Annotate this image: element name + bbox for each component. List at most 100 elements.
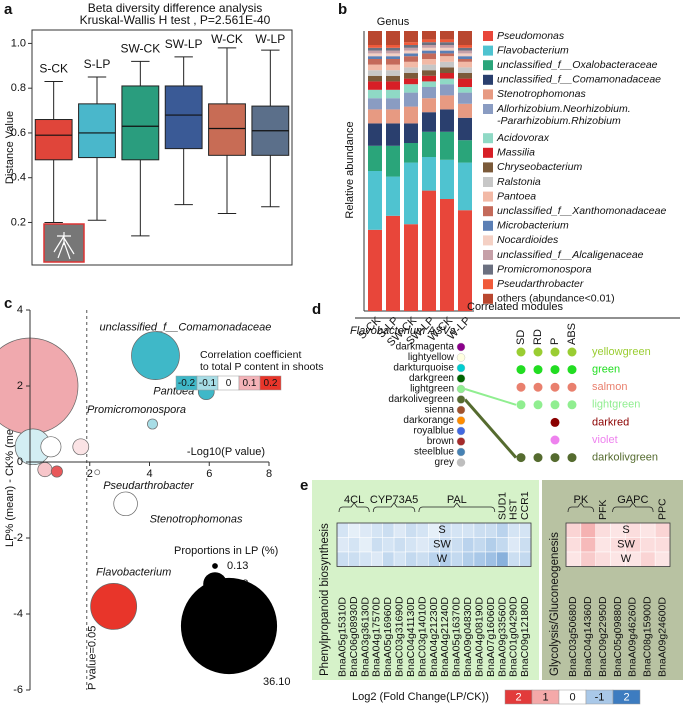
bar-segment (386, 59, 400, 65)
y-tick-label: 0.4 (11, 172, 26, 184)
group-label: GAPC (617, 494, 648, 506)
bar-segment (458, 45, 472, 48)
legend-swatch (483, 60, 493, 71)
heat-cell (405, 522, 418, 538)
heat-cell (507, 522, 520, 538)
module-trait-dot (567, 382, 577, 392)
pathway-title: Phenylpropanoid biosynthesis (319, 523, 331, 676)
trait-label: RD (532, 329, 544, 345)
heat-cell (462, 522, 475, 538)
x-axis-label: -Log10(P value) (187, 446, 265, 458)
heat-cell (507, 551, 520, 567)
bar-segment (422, 31, 436, 40)
module-trait-dot (567, 453, 577, 463)
module-trait-dot (516, 453, 526, 463)
row-label: S (438, 524, 445, 536)
bar-segment (404, 45, 418, 48)
bar-segment (368, 229, 382, 311)
gene-label: BnaC01g04290D (508, 596, 520, 677)
legend-swatch (483, 177, 493, 187)
legend-label: Pseudarthrobacter (497, 278, 584, 290)
bar-segment (386, 50, 400, 54)
bar-segment (386, 45, 400, 48)
y-tick-label: 2 (17, 380, 23, 392)
bubble (40, 436, 62, 458)
bar-segment (368, 75, 382, 82)
legend-swatch (483, 89, 493, 100)
heat-cell (496, 537, 509, 553)
root-inset (43, 223, 85, 263)
colorbar-label: 0.1 (243, 378, 257, 389)
bubble-label: Pseudarthrobacter (103, 480, 195, 492)
group-label: SUD1 (496, 492, 508, 520)
heat-cell (450, 537, 463, 553)
panel-label: b (338, 1, 347, 18)
legend-label: 1 (542, 691, 548, 703)
legend-swatch (483, 147, 493, 158)
threshold-label: P value=0.05 (87, 626, 99, 690)
bubble (90, 583, 138, 630)
root-icon (53, 232, 75, 260)
module-dot (456, 384, 466, 394)
heat-cell (393, 522, 406, 538)
heat-cell (348, 537, 361, 553)
chart-title: Genus (377, 16, 410, 28)
heat-cell (336, 551, 349, 567)
x-tick-label: 4 (146, 468, 152, 480)
bubble (131, 331, 180, 380)
heat-cell (519, 537, 532, 553)
group-bracket (372, 502, 416, 513)
legend-label: Nocardioides (497, 234, 559, 246)
y-tick-label: 0.8 (11, 82, 26, 94)
heat-cell (405, 551, 418, 567)
module-dot (456, 426, 466, 436)
legend-label: unclassified_f__Xanthomonadaceae (497, 205, 666, 217)
y-tick-label: 1.0 (11, 37, 26, 49)
module-label: darkolivegreen (388, 394, 454, 405)
text-line: Allorhizobium.Neorhizobium. (496, 103, 631, 115)
heat-cell (416, 537, 429, 553)
bar-segment (386, 75, 400, 82)
heat-cell (580, 551, 596, 567)
y-tick-label: -2 (13, 532, 23, 544)
heat-cell (370, 551, 383, 567)
colorbar-label: 0 (226, 378, 232, 389)
gene-label: BnaC03g14010D (416, 596, 428, 677)
colorbar-label: 0.2 (264, 378, 278, 389)
legend-label: Pseudomonas (497, 30, 565, 42)
gene-label: BnaC08g15900D (641, 596, 653, 677)
y-tick-label: 0.6 (11, 127, 26, 139)
gene-label: BnaC04g14360D (582, 596, 594, 677)
legend-label: Massilia (497, 147, 535, 159)
heat-cell (382, 551, 395, 567)
heat-cell (462, 551, 475, 567)
trait-label: P (549, 338, 561, 345)
bar-segment (386, 89, 400, 99)
bar-segment (404, 162, 418, 225)
heat-cell (416, 522, 429, 538)
legend-swatch (483, 133, 493, 144)
heat-cell (507, 537, 520, 553)
category-label: S-CK (39, 62, 68, 76)
module-label: sienna (425, 405, 455, 416)
gene-label: BnaC03g50680D (567, 596, 579, 677)
heat-cell (580, 537, 596, 553)
legend-swatch (483, 45, 493, 56)
bar-segment (458, 31, 472, 45)
module-trait-dot (550, 347, 560, 357)
bubble-label: Promicromonospora (87, 404, 186, 416)
y-tick-label: 0 (17, 456, 23, 468)
module-dot (456, 363, 466, 373)
gene-label: BnaA04g17570D (371, 597, 383, 677)
bar-segment (368, 98, 382, 110)
pathway-background (312, 480, 539, 680)
legend-label: Microbacterium (497, 220, 569, 232)
category-label: S-LP (84, 57, 111, 71)
y-tick-label: 4 (17, 304, 23, 316)
module-dot (456, 437, 466, 446)
gene-label: BnaA04g08190D (473, 597, 485, 677)
gene-label: BnaA09g46260D (627, 597, 639, 677)
bar-segment (458, 47, 472, 51)
box (78, 103, 116, 159)
